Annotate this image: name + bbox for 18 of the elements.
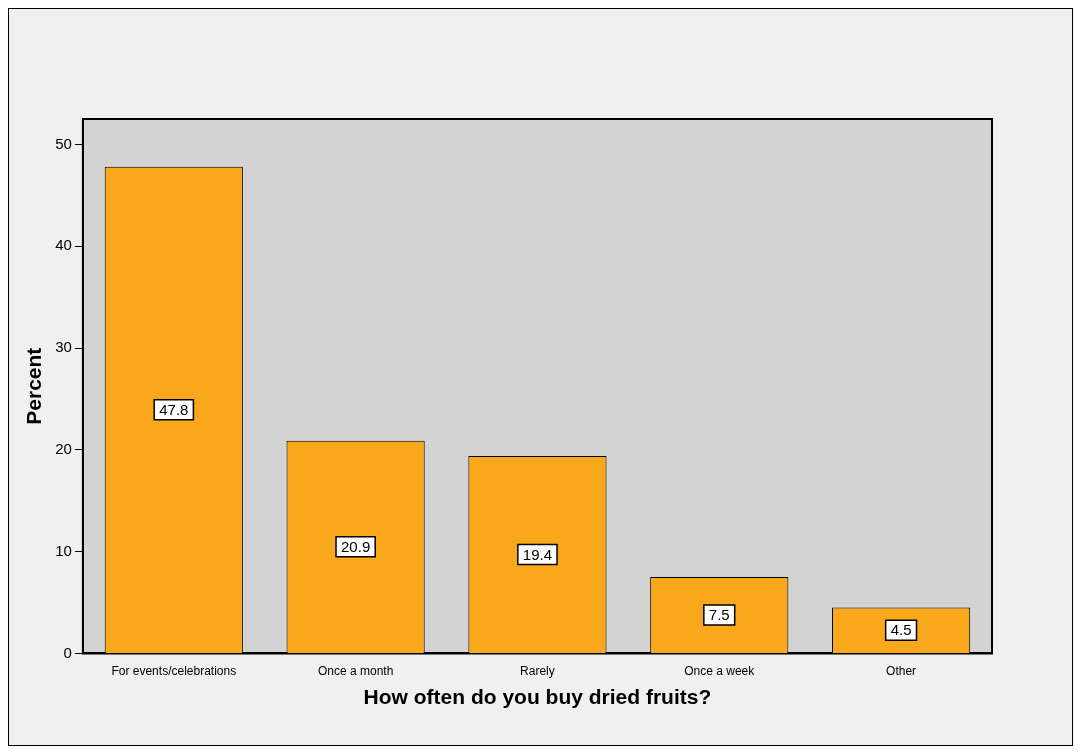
data-label: 4.5 [890,621,912,639]
data-label: 7.5 [708,606,730,624]
y-tick-label: 50 [55,134,72,152]
y-tick-label: 20 [55,439,72,457]
data-label: 19.4 [522,545,553,563]
x-tick-label: Other [886,663,917,678]
x-axis-title: How often do you buy dried fruits? [363,685,712,709]
y-tick-label: 30 [55,338,72,356]
y-tick-label: 0 [63,643,72,661]
x-tick-label: For events/celebrations [111,663,237,678]
data-label: 20.9 [341,537,371,555]
y-tick-label: 40 [55,236,72,254]
x-tick-label: Once a week [684,663,756,678]
x-tick-label: Once a month [317,663,394,678]
data-label: 47.8 [159,401,189,419]
y-axis-title: Percent [22,347,46,425]
x-tick-label: Rarely [520,663,555,678]
y-tick-label: 10 [55,541,72,559]
